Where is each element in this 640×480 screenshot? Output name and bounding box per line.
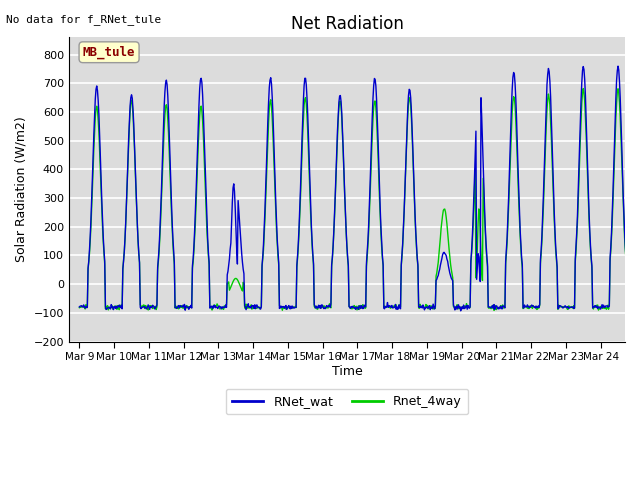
Legend: RNet_wat, Rnet_4way: RNet_wat, Rnet_4way <box>226 389 468 414</box>
Y-axis label: Solar Radiation (W/m2): Solar Radiation (W/m2) <box>15 117 28 262</box>
Title: Net Radiation: Net Radiation <box>291 15 403 33</box>
Text: MB_tule: MB_tule <box>83 46 135 59</box>
Text: No data for f_RNet_tule: No data for f_RNet_tule <box>6 14 162 25</box>
X-axis label: Time: Time <box>332 365 362 378</box>
